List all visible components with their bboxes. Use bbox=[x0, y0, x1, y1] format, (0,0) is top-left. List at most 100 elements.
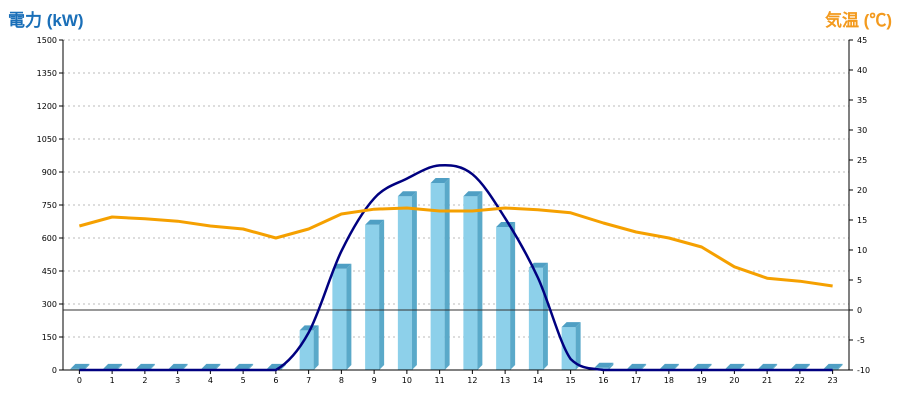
left-tick-label: 450 bbox=[42, 267, 57, 276]
bar-layer bbox=[70, 178, 843, 370]
line-layer bbox=[78, 163, 833, 372]
bar-front bbox=[528, 267, 543, 370]
bar-side bbox=[84, 363, 90, 370]
bar-side bbox=[182, 363, 188, 370]
bar-side bbox=[706, 363, 712, 370]
bar-side bbox=[641, 363, 647, 370]
x-tick-label: 3 bbox=[175, 376, 180, 385]
bar-side bbox=[673, 363, 679, 370]
left-tick-label: 1050 bbox=[37, 135, 57, 144]
bar-top bbox=[692, 363, 712, 369]
grid-layer bbox=[63, 39, 849, 338]
bar bbox=[463, 191, 483, 370]
bar-top bbox=[790, 363, 810, 369]
bar-front bbox=[430, 183, 445, 370]
bar-side bbox=[379, 219, 385, 370]
x-tick-label: 19 bbox=[697, 376, 707, 385]
left-tick-label: 1350 bbox=[37, 69, 57, 78]
x-tick-label: 14 bbox=[533, 376, 543, 385]
bar-top bbox=[168, 363, 188, 369]
bar-side bbox=[575, 322, 581, 370]
bar-side bbox=[346, 263, 352, 370]
bar-top bbox=[201, 363, 221, 369]
bar-front bbox=[496, 227, 511, 370]
bar-side bbox=[608, 362, 614, 370]
bar-side bbox=[739, 363, 745, 370]
x-tick-label: 6 bbox=[273, 376, 278, 385]
power-line bbox=[79, 163, 833, 372]
bar-top bbox=[627, 363, 647, 369]
x-tick-label: 23 bbox=[828, 376, 838, 385]
x-tick-label: 11 bbox=[435, 376, 445, 385]
right-tick-label: 20 bbox=[857, 186, 867, 195]
bar-side bbox=[411, 191, 417, 370]
bar-side bbox=[215, 363, 221, 370]
bar-top bbox=[430, 178, 450, 183]
bar bbox=[430, 178, 450, 370]
bar-top bbox=[463, 191, 483, 197]
temperature-line bbox=[78, 206, 833, 288]
bar-side bbox=[542, 262, 548, 370]
x-tick-label: 10 bbox=[402, 376, 412, 385]
left-tick-label: 900 bbox=[42, 168, 57, 177]
right-tick-label: -10 bbox=[857, 366, 870, 375]
x-tick-label: 8 bbox=[339, 376, 344, 385]
left-tick-label: 1200 bbox=[37, 102, 57, 111]
bar-side bbox=[117, 363, 123, 370]
right-tick-label: 35 bbox=[857, 96, 867, 105]
x-tick-label: 18 bbox=[664, 376, 674, 385]
x-tick-label: 7 bbox=[306, 376, 311, 385]
right-tick-label: 40 bbox=[857, 66, 867, 75]
x-tick-label: 21 bbox=[762, 376, 772, 385]
x-tick-label: 15 bbox=[566, 376, 576, 385]
x-tick-label: 1 bbox=[110, 376, 115, 385]
x-tick-label: 20 bbox=[729, 376, 739, 385]
bar-side bbox=[444, 178, 450, 370]
bar-front bbox=[365, 224, 380, 370]
bar bbox=[496, 222, 516, 370]
right-tick-label: 45 bbox=[857, 36, 867, 45]
bar-top bbox=[594, 362, 614, 368]
bar-top bbox=[823, 363, 843, 369]
bar-front bbox=[397, 196, 412, 370]
left-tick-label: 0 bbox=[52, 366, 57, 375]
right-tick-label: 5 bbox=[857, 276, 862, 285]
bar-top bbox=[659, 363, 679, 369]
bar-side bbox=[772, 363, 778, 370]
bar-top bbox=[299, 325, 319, 331]
bar-side bbox=[248, 363, 254, 370]
bar-side bbox=[804, 363, 810, 370]
bar-top bbox=[332, 263, 352, 269]
right-tick-label: -5 bbox=[857, 336, 865, 345]
bar-top bbox=[561, 322, 581, 328]
bar bbox=[332, 263, 352, 370]
right-tick-label: 15 bbox=[857, 216, 867, 225]
left-axis-title: 電力 (kW) bbox=[8, 11, 84, 30]
bar bbox=[70, 363, 90, 370]
bar-top bbox=[70, 363, 90, 369]
bar-top bbox=[758, 363, 778, 369]
x-tick-label: 4 bbox=[208, 376, 213, 385]
left-tick-label: 1500 bbox=[37, 36, 57, 45]
x-tick-label: 16 bbox=[598, 376, 608, 385]
left-tick-label: 150 bbox=[42, 333, 57, 342]
bar-top bbox=[365, 219, 385, 225]
x-tick-label: 0 bbox=[77, 376, 82, 385]
right-tick-label: 0 bbox=[857, 306, 862, 315]
x-tick-label: 2 bbox=[142, 376, 147, 385]
x-tick-label: 22 bbox=[795, 376, 805, 385]
bar-side bbox=[837, 363, 843, 370]
bar-top bbox=[397, 191, 417, 197]
bar-top bbox=[103, 363, 123, 369]
bar-side bbox=[313, 325, 319, 370]
bar-top bbox=[135, 363, 155, 369]
bar bbox=[365, 219, 385, 370]
left-tick-label: 300 bbox=[42, 300, 57, 309]
x-tick-label: 5 bbox=[241, 376, 246, 385]
left-tick-label: 750 bbox=[42, 201, 57, 210]
x-tick-label: 12 bbox=[467, 376, 477, 385]
bar-top bbox=[234, 363, 254, 369]
right-tick-label: 30 bbox=[857, 126, 867, 135]
bar-front bbox=[463, 196, 478, 370]
left-tick-label: 600 bbox=[42, 234, 57, 243]
